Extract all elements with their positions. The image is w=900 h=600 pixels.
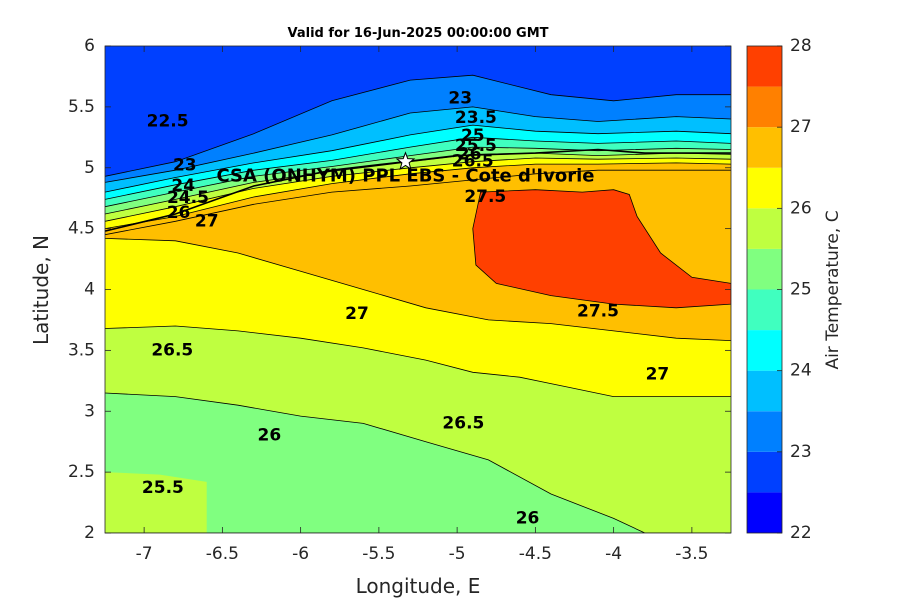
coastline bbox=[105, 148, 731, 232]
colorbar-segment bbox=[747, 370, 782, 412]
contour-band-1 bbox=[105, 75, 731, 183]
contour-label-1: 23 bbox=[173, 155, 197, 175]
warm-core-region bbox=[472, 189, 731, 309]
colorbar-tick-label: 24 bbox=[790, 361, 812, 381]
contour-band-3 bbox=[105, 125, 731, 200]
colorbar-segment bbox=[747, 289, 782, 331]
contour-label-0: 22.5 bbox=[147, 111, 189, 131]
contour-line-10 bbox=[105, 392, 731, 533]
x-tick-label: -5.5 bbox=[362, 544, 395, 564]
x-axis: -7 -6.5 -6 -5.5 -5 -4.5 -4 -3.5 bbox=[136, 46, 708, 564]
contour-line-3 bbox=[105, 136, 731, 200]
x-tick-label: -6 bbox=[292, 544, 309, 564]
colorbar-segment bbox=[747, 411, 782, 452]
contour-line-8 bbox=[105, 169, 731, 236]
contour-line-4 bbox=[105, 146, 731, 208]
contour-band-13 bbox=[105, 472, 207, 533]
contour-label-14: 27.5 bbox=[577, 301, 619, 321]
contour-label-7: 25.5 bbox=[455, 136, 497, 156]
y-tick-label: 5 bbox=[84, 158, 95, 178]
colorbar-segment bbox=[747, 127, 782, 168]
x-tick-label: -5 bbox=[449, 544, 466, 564]
x-tick-label: -4.5 bbox=[519, 544, 552, 564]
x-tick-label: -3.5 bbox=[675, 544, 708, 564]
contour-band-10 bbox=[105, 326, 731, 533]
contour-label-16: 26.5 bbox=[151, 340, 193, 360]
colorbar-segment bbox=[747, 167, 782, 209]
colorbar-segment bbox=[747, 86, 782, 128]
contour-label-11: 27 bbox=[195, 211, 219, 231]
contour-band-0 bbox=[105, 46, 731, 177]
contour-line-12 bbox=[105, 238, 731, 341]
colorbar-tick-label: 28 bbox=[790, 36, 812, 56]
colorbar: 22 23 24 25 26 27 28 bbox=[746, 36, 812, 543]
y-tick-label: 4.5 bbox=[68, 219, 95, 239]
x-tick-label: -6.5 bbox=[206, 544, 239, 564]
contour-line-6 bbox=[105, 157, 731, 222]
contour-band-7 bbox=[105, 158, 731, 229]
colorbar-label: Air Temperature, C bbox=[823, 210, 843, 369]
contour-label-6: 25 bbox=[461, 126, 485, 146]
colorbar-segment bbox=[747, 330, 782, 371]
y-axis-label: Latitude, N bbox=[29, 235, 53, 345]
colorbar-segment bbox=[747, 492, 782, 533]
contour-label-19: 26 bbox=[516, 508, 540, 528]
contour-label-12: 27.5 bbox=[464, 187, 506, 207]
contour-band-11 bbox=[105, 393, 731, 533]
contour-band-27.5 bbox=[472, 189, 731, 309]
contour-label-15: 27 bbox=[646, 365, 670, 385]
colorbar-tick-label: 25 bbox=[790, 280, 812, 300]
y-axis: 22.533.544.555.56 bbox=[68, 36, 731, 543]
y-tick-label: 5.5 bbox=[68, 97, 95, 117]
site-layer: CSA (ONHYM) PPL EBS - Cote d'Ivorie bbox=[216, 151, 594, 187]
y-tick-label: 3 bbox=[84, 401, 95, 421]
contour-line-9 bbox=[105, 325, 731, 398]
contour-line-layer bbox=[105, 74, 731, 533]
colorbar-tick-label: 23 bbox=[790, 442, 812, 462]
y-tick-label: 2 bbox=[84, 523, 95, 543]
colorbar-tick-label: 26 bbox=[790, 198, 812, 218]
y-tick-label: 6 bbox=[84, 36, 95, 56]
colorbar-segment bbox=[747, 451, 782, 493]
contour-line-2 bbox=[105, 124, 731, 193]
contour-band-2 bbox=[105, 106, 731, 193]
site-label: CSA (ONHYM) PPL EBS - Cote d'Ivorie bbox=[216, 166, 594, 187]
y-tick-label: 3.5 bbox=[68, 340, 95, 360]
colorbar-segment bbox=[747, 208, 782, 249]
contour-line-1 bbox=[105, 106, 731, 183]
colorbar-segment bbox=[747, 248, 782, 290]
site-star-marker bbox=[395, 151, 416, 171]
colorbar-tick-label: 27 bbox=[790, 117, 812, 137]
contour-label-10: 26 bbox=[167, 203, 191, 223]
y-tick-label: 4 bbox=[84, 280, 95, 300]
chart-title: Valid for 16-Jun-2025 00:00:00 GMT bbox=[288, 26, 549, 41]
contour-label-13: 27 bbox=[345, 304, 369, 324]
contour-label-9: 26.5 bbox=[452, 152, 494, 172]
contour-line-0 bbox=[105, 74, 731, 177]
x-tick-label: -4 bbox=[605, 544, 622, 564]
contour-label-3: 23.5 bbox=[455, 108, 497, 128]
contour-label-2: 23 bbox=[448, 88, 472, 108]
x-axis-label: Longitude, E bbox=[356, 574, 481, 598]
contour-label-18: 26 bbox=[257, 426, 281, 446]
contour-label-20: 25.5 bbox=[142, 478, 184, 498]
colorbar-segment bbox=[747, 46, 782, 87]
y-tick-label: 2.5 bbox=[68, 462, 95, 482]
contour-label-4: 24 bbox=[171, 176, 195, 196]
contour-label-8: 26 bbox=[458, 144, 482, 164]
contour-label-17: 26.5 bbox=[442, 413, 484, 433]
colorbar-tick-label: 22 bbox=[790, 523, 812, 543]
contour-band-4 bbox=[105, 137, 731, 207]
x-tick-label: -7 bbox=[136, 544, 153, 564]
contour-label-5: 24.5 bbox=[167, 188, 209, 208]
contour-line-7 bbox=[105, 162, 731, 229]
